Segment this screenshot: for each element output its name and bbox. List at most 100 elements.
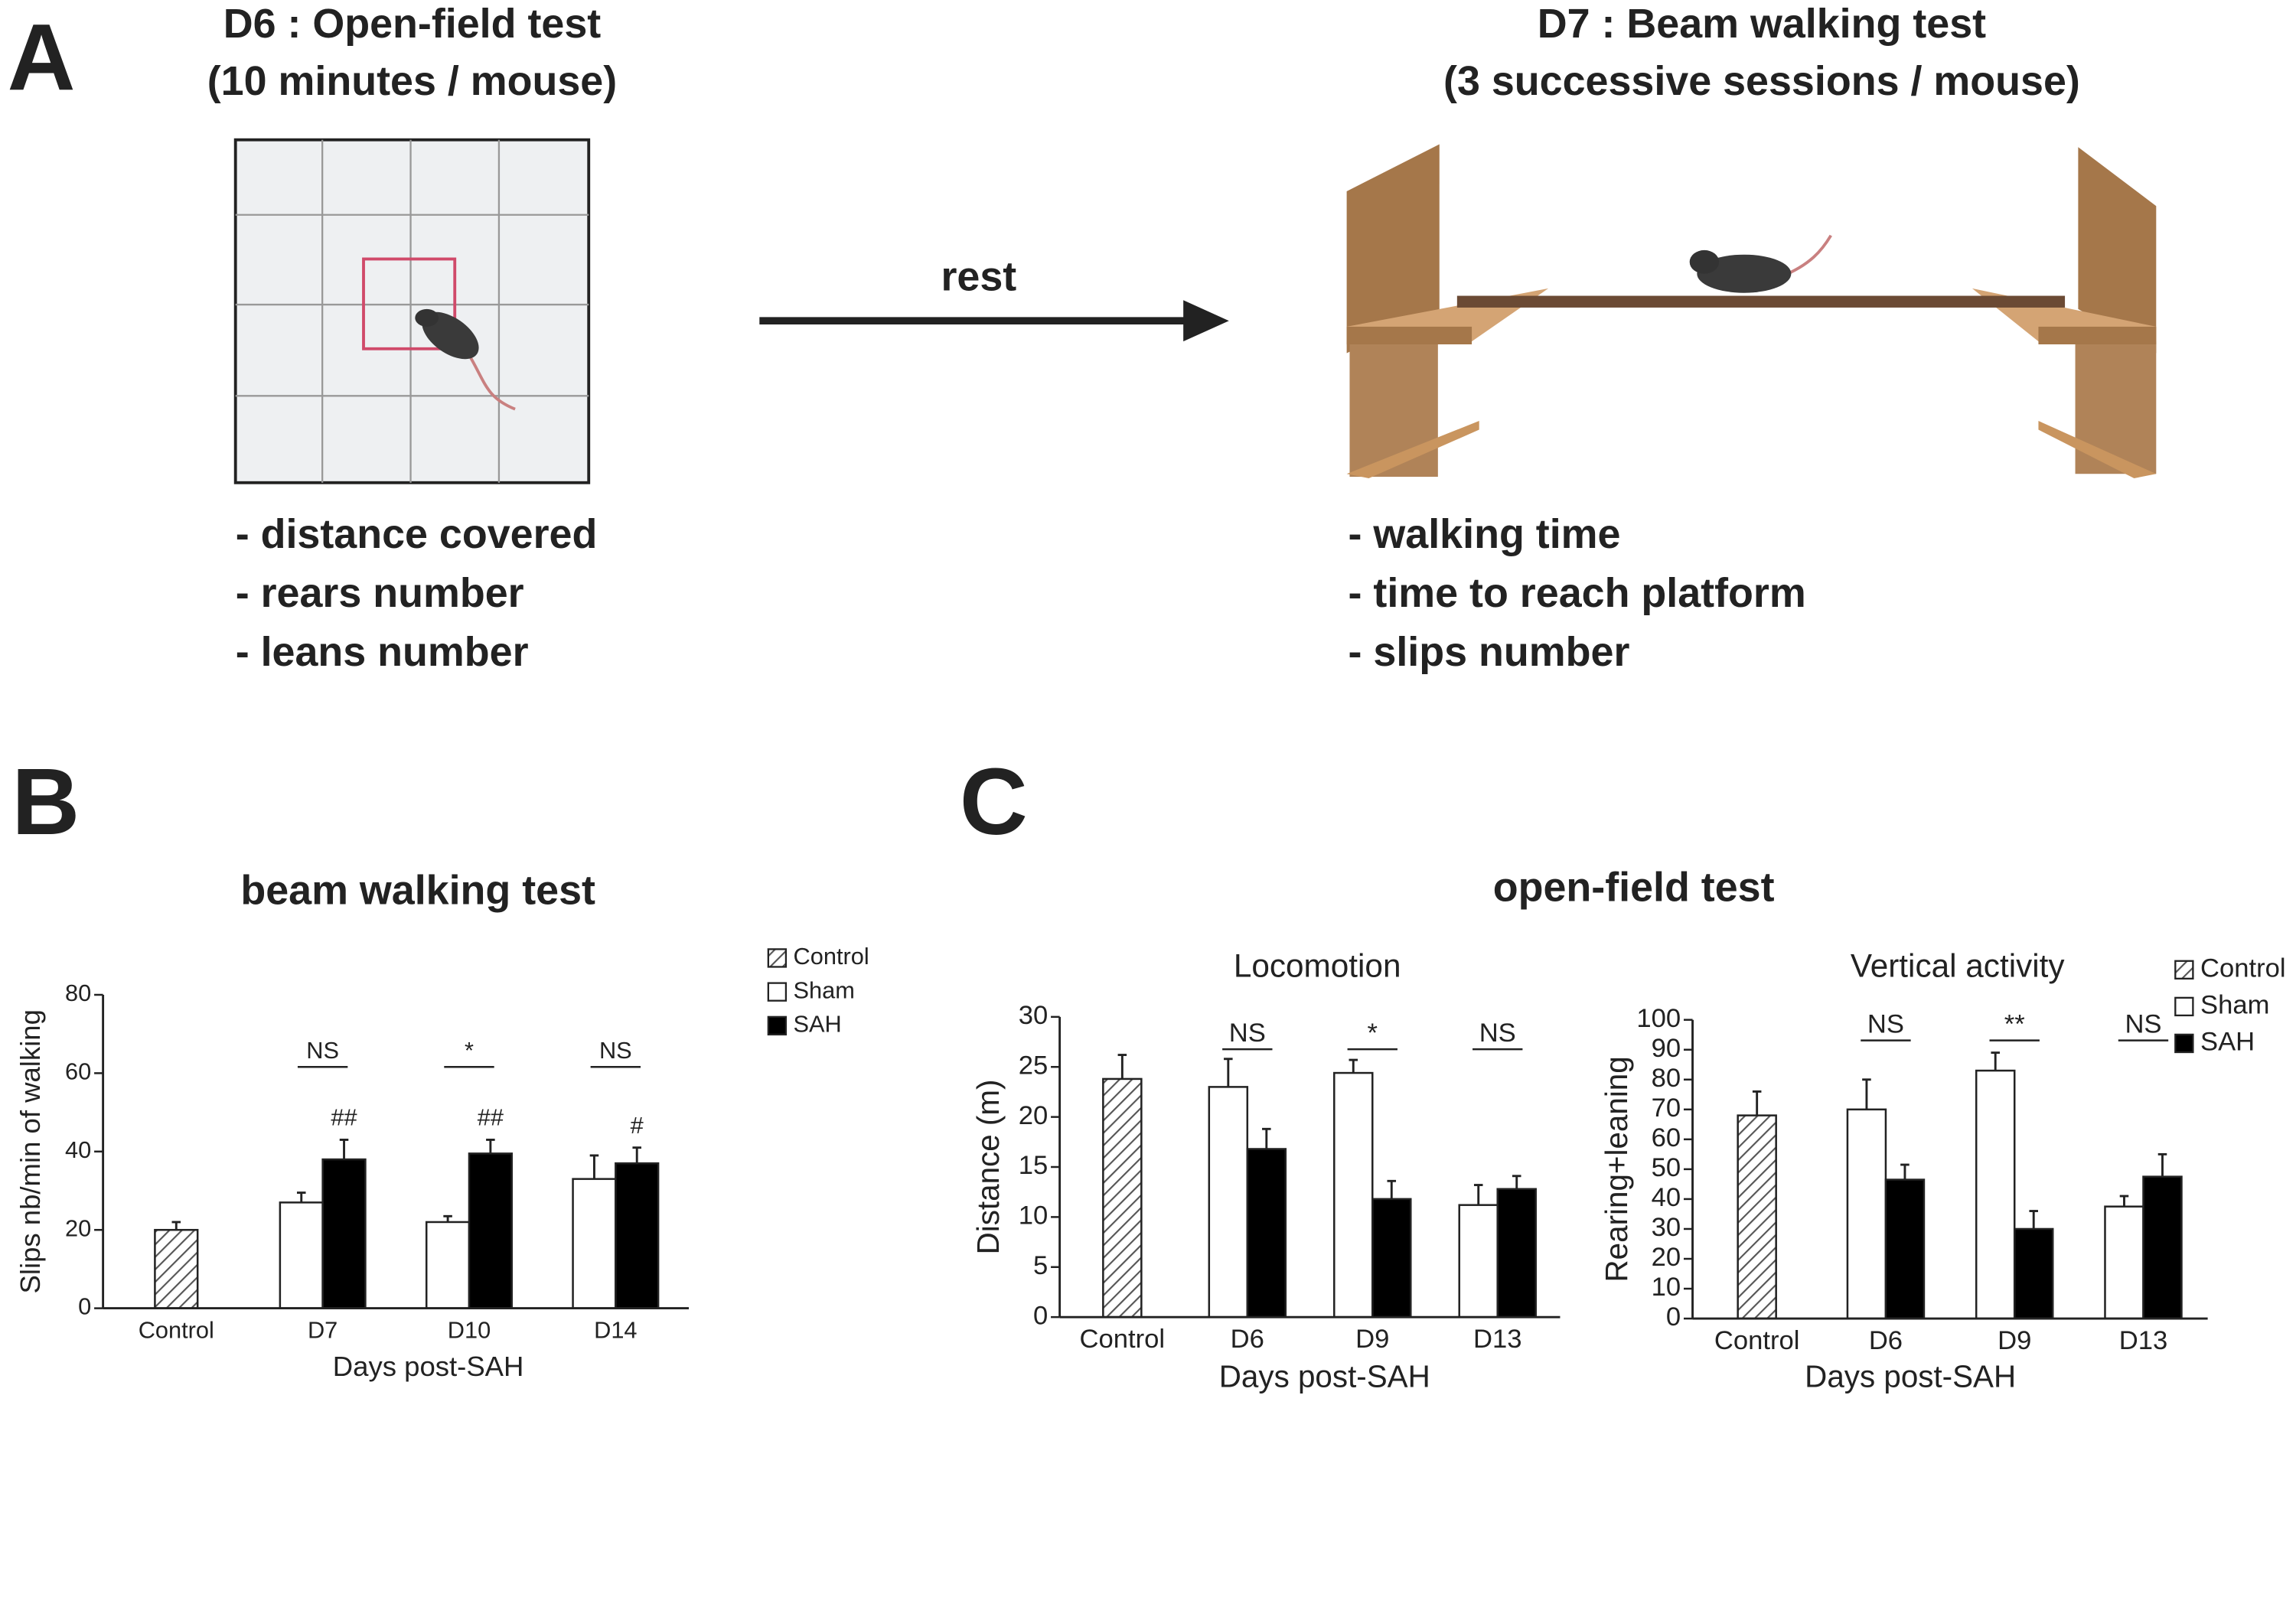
y-tick-label: 0 [1666,1302,1681,1332]
x-tick-label: D13 [1473,1325,1522,1354]
right-title: D7 : Beam walking test [1538,1,1986,47]
y-tick-label: 25 [1019,1051,1049,1080]
y-tick-label: 20 [1019,1101,1049,1130]
x-tick-label: D9 [1998,1326,2031,1355]
chart-title: Locomotion [1234,948,1401,984]
x-tick-label: Control [1080,1325,1166,1354]
x-axis-label: Days post-SAH [1805,1359,2016,1394]
comparison-label: NS [599,1037,632,1064]
x-tick-label: Control [139,1317,214,1344]
y-tick-label: 10 [1019,1201,1049,1231]
left-title: D6 : Open-field test [223,1,602,47]
bar [2013,1227,2054,1320]
bar [2104,1205,2144,1320]
legend-swatch [767,1015,788,1036]
right-item: - time to reach platform [1349,570,1806,616]
left-item: - rears number [236,570,524,616]
bar [321,1158,367,1309]
legend-label: Control [2200,953,2286,983]
y-axis-label: Slips nb/min of walking [15,1009,46,1293]
legend-swatch [2174,996,2194,1017]
comparison-label: NS [1867,1010,1904,1039]
right-item: - walking time [1349,511,1621,557]
bar [1208,1086,1249,1319]
significance-mark: ## [478,1104,504,1131]
y-tick-label: 50 [1652,1153,1681,1182]
y-tick-label: 70 [1652,1094,1681,1123]
panel-label: A [8,5,76,110]
legend-swatch [2174,960,2194,980]
x-tick-label: D7 [308,1317,338,1344]
comparison-label: NS [306,1037,339,1064]
legend-label: SAH [2200,1028,2255,1057]
arrow-label: rest [941,254,1016,300]
panel-label: C [960,750,1028,855]
comparison-label: NS [2125,1010,2161,1039]
x-axis-label: Days post-SAH [333,1351,524,1382]
y-tick-label: 80 [65,980,91,1006]
y-tick-label: 40 [1652,1183,1681,1212]
y-tick-label: 5 [1033,1251,1048,1280]
y-tick-label: 30 [1652,1213,1681,1242]
bar [1737,1114,1777,1320]
bar [1246,1148,1287,1319]
panel-label: B [11,750,80,855]
bar [1333,1071,1374,1319]
legend-swatch [767,948,788,968]
y-tick-label: 15 [1019,1151,1049,1180]
chart-title: beam walking test [240,868,595,914]
significance-mark: # [631,1112,644,1139]
legend-label: Sham [794,976,855,1003]
left-item: - distance covered [236,511,598,557]
legend-label: Control [794,943,869,970]
bar [615,1162,660,1309]
y-axis-label: Distance (m) [970,1080,1006,1255]
y-tick-label: 80 [1652,1064,1681,1093]
bar [1496,1188,1537,1319]
bar [1102,1077,1143,1319]
legend-label: SAH [794,1011,842,1038]
comparison-label: * [465,1037,474,1064]
y-tick-label: 100 [1636,1004,1681,1033]
y-tick-label: 40 [65,1136,91,1163]
x-tick-label: D9 [1355,1325,1389,1354]
x-tick-label: D13 [2119,1326,2168,1355]
x-tick-label: D6 [1231,1325,1264,1354]
y-tick-label: 60 [1652,1123,1681,1152]
y-tick-label: 20 [1652,1243,1681,1272]
comparison-label: NS [1229,1019,1266,1048]
chart-title: Vertical activity [1851,948,2066,984]
bar [1846,1108,1887,1320]
left-item: - leans number [236,629,529,675]
bar [1371,1198,1412,1319]
open-field-arena [233,138,591,484]
x-tick-label: D14 [594,1317,637,1344]
y-tick-label: 0 [1033,1301,1048,1330]
beam-apparatus [1346,144,2157,478]
bar [1884,1178,1926,1320]
y-tick-label: 90 [1652,1034,1681,1063]
y-tick-label: 20 [65,1214,91,1241]
legend-label: Sham [2200,991,2269,1020]
bar [572,1178,617,1309]
y-tick-label: 60 [65,1058,91,1085]
bar [2142,1175,2183,1320]
significance-mark: ## [331,1104,357,1131]
comparison-label: NS [1479,1019,1516,1048]
x-tick-label: Control [1714,1326,1800,1355]
x-tick-label: D10 [448,1317,491,1344]
x-axis-label: Days post-SAH [1219,1359,1430,1394]
x-tick-label: D6 [1869,1326,1903,1355]
legend-swatch [2174,1033,2194,1054]
bar [154,1228,199,1309]
y-tick-label: 0 [78,1293,91,1320]
panel-title: open-field test [1493,865,1775,911]
right-title: (3 successive sessions / mouse) [1443,58,2080,104]
bar [1458,1204,1499,1319]
bar [279,1201,324,1309]
bar [1975,1069,2016,1320]
y-tick-label: 30 [1019,1001,1049,1030]
y-axis-label: Rearing+leaning [1599,1056,1634,1282]
